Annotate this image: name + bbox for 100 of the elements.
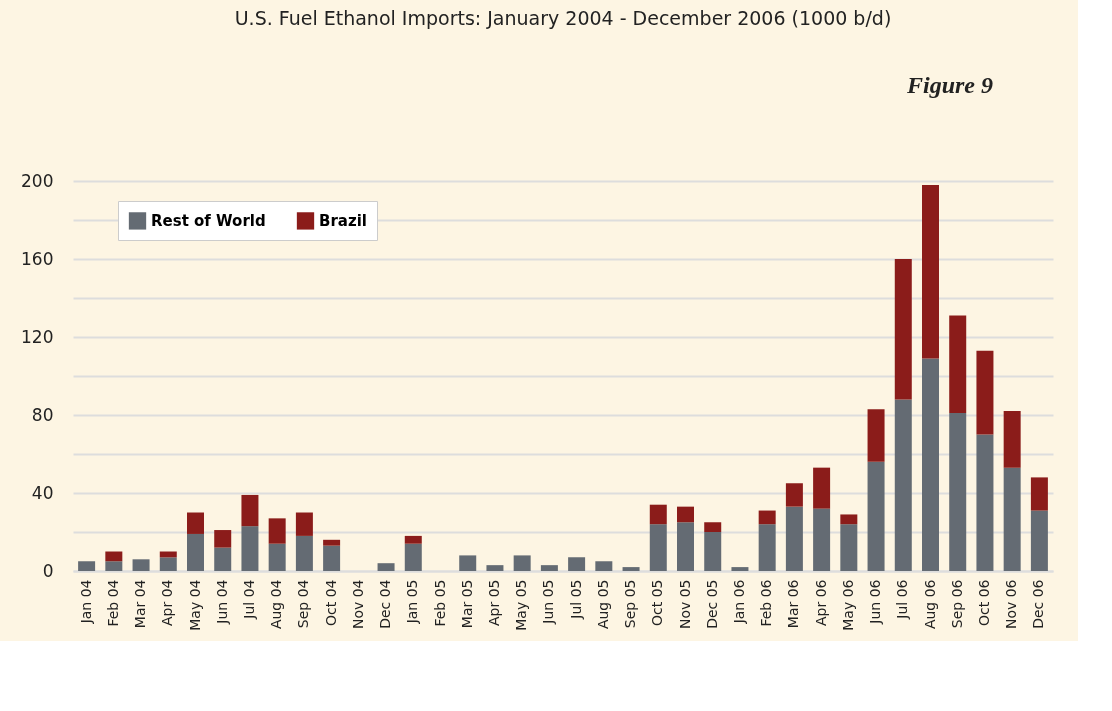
x-tick-label: Sep 05 bbox=[622, 579, 639, 629]
bar bbox=[268, 543, 286, 571]
bar bbox=[241, 494, 259, 527]
bar bbox=[241, 526, 259, 571]
bar bbox=[867, 461, 885, 571]
x-tick-label: Apr 04 bbox=[159, 579, 176, 626]
caption: Figure 9 bbox=[905, 72, 993, 98]
bar bbox=[649, 524, 667, 571]
x-tick-label: Apr 05 bbox=[485, 579, 502, 626]
x-tick-label: Aug 04 bbox=[268, 579, 285, 630]
bar bbox=[404, 543, 422, 571]
bar bbox=[677, 506, 694, 523]
x-tick-label: Jan 05 bbox=[404, 579, 421, 625]
x-tick-label: Feb 06 bbox=[758, 579, 775, 627]
x-tick-label: Jan 04 bbox=[77, 579, 94, 625]
bar bbox=[785, 506, 803, 571]
x-tick-label: Sep 04 bbox=[295, 579, 312, 629]
x-tick-label: May 05 bbox=[513, 579, 530, 631]
bar bbox=[404, 535, 422, 544]
bar bbox=[295, 535, 313, 571]
x-tick-label: Nov 04 bbox=[349, 579, 366, 630]
x-tick-label: Mar 05 bbox=[458, 579, 475, 629]
y-tick-label: 200 bbox=[21, 170, 54, 191]
bar bbox=[922, 358, 939, 571]
bar bbox=[159, 557, 177, 571]
bar bbox=[785, 483, 803, 507]
bar bbox=[922, 184, 939, 359]
x-tick-label: Feb 04 bbox=[104, 579, 121, 627]
x-tick-label: May 06 bbox=[839, 579, 856, 631]
x-tick-label: Jun 05 bbox=[540, 579, 557, 625]
x-tick-label: Jul 04 bbox=[240, 579, 257, 620]
bar bbox=[649, 504, 667, 525]
bar bbox=[813, 467, 831, 509]
x-tick-label: Oct 06 bbox=[975, 579, 992, 626]
bar bbox=[1030, 510, 1048, 571]
x-tick-label: Mar 04 bbox=[132, 579, 149, 629]
bar bbox=[731, 567, 749, 571]
bar bbox=[867, 409, 885, 462]
bar bbox=[187, 533, 204, 571]
bar bbox=[295, 512, 313, 536]
y-tick-label: 40 bbox=[31, 482, 54, 503]
x-tick-label: Jun 04 bbox=[213, 579, 230, 625]
bar bbox=[704, 522, 722, 532]
x-tick-label: Jun 06 bbox=[867, 579, 884, 625]
y-tick-label: 160 bbox=[21, 248, 54, 269]
x-tick-label: Mar 06 bbox=[785, 579, 802, 629]
x-tick-label: Sep 06 bbox=[948, 579, 965, 629]
bar bbox=[894, 259, 912, 400]
x-tick-label: Dec 04 bbox=[377, 579, 394, 629]
y-tick-label: 0 bbox=[42, 560, 54, 581]
bar bbox=[323, 545, 341, 571]
x-tick-label: Dec 05 bbox=[703, 579, 720, 629]
bar bbox=[894, 399, 912, 571]
bar bbox=[976, 350, 994, 435]
bar bbox=[568, 557, 586, 571]
x-tick-label: Dec 06 bbox=[1030, 579, 1047, 629]
bar bbox=[840, 514, 858, 525]
x-tick-label: Aug 06 bbox=[921, 579, 938, 630]
bar bbox=[105, 551, 123, 562]
x-tick-label: May 04 bbox=[186, 579, 203, 631]
bar bbox=[1003, 467, 1021, 571]
bar bbox=[268, 518, 286, 544]
bar bbox=[214, 530, 232, 548]
y-tick-label: 120 bbox=[21, 326, 54, 347]
x-tick-label: Jul 06 bbox=[894, 579, 911, 620]
bar bbox=[486, 565, 504, 571]
bar bbox=[323, 539, 341, 546]
bar bbox=[704, 532, 722, 571]
x-tick-label: Jul 05 bbox=[567, 579, 584, 620]
bar bbox=[214, 547, 232, 571]
bar bbox=[1030, 477, 1048, 511]
bar bbox=[78, 561, 96, 571]
bar bbox=[976, 434, 994, 571]
x-tick-label: Nov 05 bbox=[676, 579, 693, 630]
bar bbox=[758, 510, 776, 525]
bar bbox=[513, 555, 531, 571]
x-tick-label: Aug 05 bbox=[594, 579, 611, 630]
bar bbox=[1003, 411, 1021, 468]
bar bbox=[132, 559, 150, 571]
y-tick-label: 80 bbox=[31, 404, 54, 425]
bar bbox=[459, 555, 477, 571]
bar bbox=[677, 522, 694, 571]
x-tick-label: Jan 06 bbox=[730, 579, 747, 625]
x-tick-label: Apr 06 bbox=[812, 579, 829, 626]
x-tick-label: Oct 05 bbox=[649, 579, 666, 626]
x-tick-label: Oct 04 bbox=[322, 579, 339, 626]
bar bbox=[187, 512, 204, 534]
bar bbox=[622, 567, 640, 571]
bar bbox=[540, 565, 558, 571]
bar bbox=[949, 413, 967, 571]
bar bbox=[758, 524, 776, 571]
chart-title: U.S. Fuel Ethanol Imports: January 2004 - December 2006 (1000 b/d) bbox=[234, 7, 892, 29]
legend-label: Brazil bbox=[319, 211, 367, 230]
bar bbox=[105, 561, 123, 571]
bar bbox=[377, 563, 395, 571]
bar bbox=[595, 561, 613, 571]
x-tick-label: Feb 05 bbox=[431, 579, 448, 627]
bar bbox=[840, 524, 858, 571]
bar bbox=[813, 508, 831, 571]
bar bbox=[949, 315, 967, 414]
